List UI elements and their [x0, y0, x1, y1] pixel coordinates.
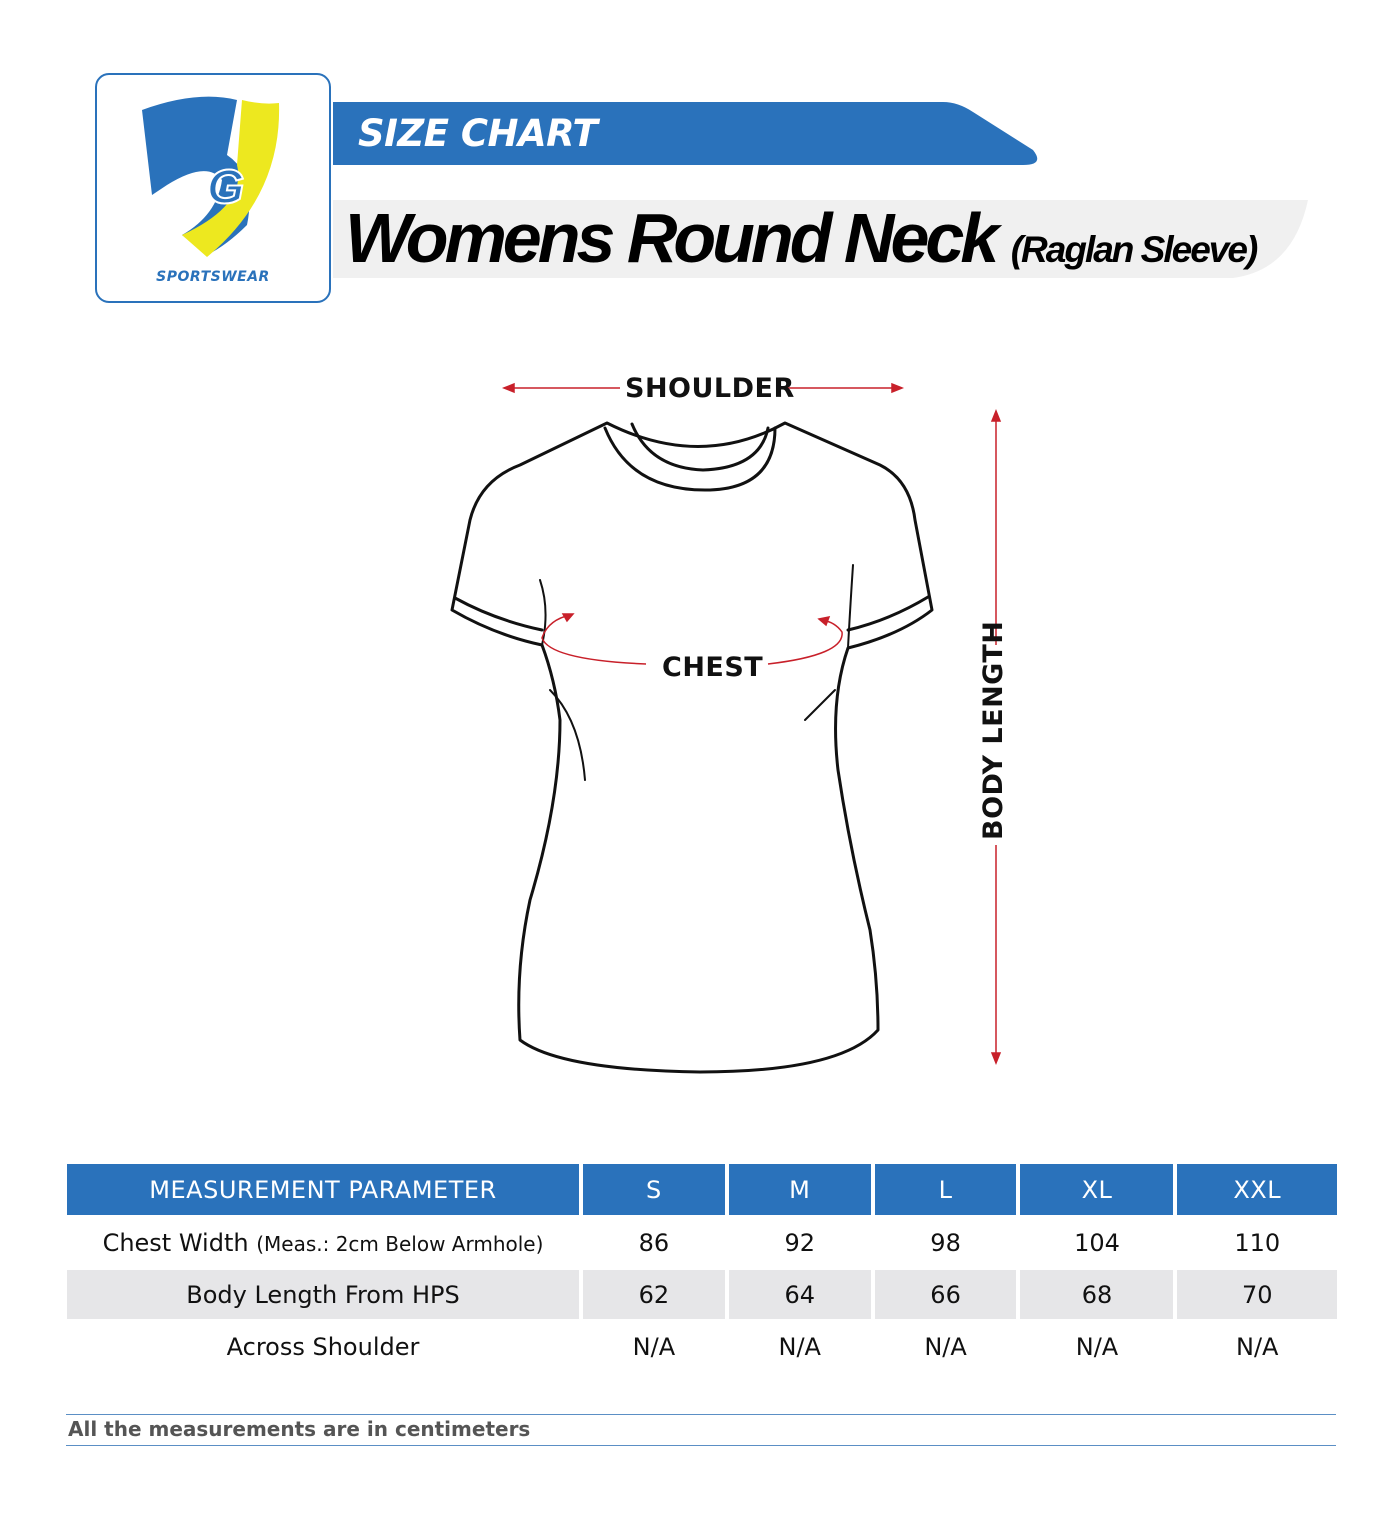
header-size-xxl: XXL	[1177, 1164, 1337, 1215]
chest-arrow-right	[767, 619, 843, 665]
cell: 92	[784, 1228, 816, 1257]
cell: 110	[1234, 1228, 1281, 1257]
header-size-m: M	[728, 1164, 871, 1215]
cell: N/A	[1075, 1332, 1119, 1361]
cell: N/A	[632, 1332, 676, 1361]
cell: N/A	[1236, 1332, 1279, 1361]
arrowhead-icon	[990, 408, 1002, 422]
divider	[66, 1414, 1336, 1415]
arrowhead-icon	[561, 613, 575, 623]
title-background	[333, 200, 1308, 278]
divider	[66, 1445, 1336, 1446]
cell: 68	[1020, 1270, 1174, 1319]
cell: 98	[930, 1228, 961, 1257]
cell: 64	[728, 1270, 871, 1319]
cell: 62	[583, 1270, 725, 1319]
header-size-xl: XL	[1020, 1164, 1174, 1215]
measurement-arrows	[501, 382, 1002, 1066]
body-length-label: BODY LENGTH	[978, 620, 1009, 840]
cell: 86	[638, 1228, 670, 1257]
cell: 70	[1177, 1270, 1337, 1319]
brand-logo: G SPORTSWEAR	[95, 73, 331, 303]
cell: 104	[1074, 1228, 1120, 1257]
header-size-l: L	[874, 1164, 1017, 1215]
cell: N/A	[924, 1332, 967, 1361]
product-title: Womens Round Neck (Raglan Sleeve)	[345, 198, 1259, 278]
row-label-note: (Meas.: 2cm Below Armhole)	[256, 1231, 544, 1256]
arrowhead-icon	[501, 382, 515, 394]
header-parameter: MEASUREMENT PARAMETER	[67, 1164, 579, 1215]
row-label-text: Chest Width	[102, 1228, 249, 1257]
svg-text:G: G	[207, 161, 244, 214]
row-label: Body Length From HPS	[67, 1270, 579, 1319]
logo-text: SPORTSWEAR	[156, 269, 270, 285]
cell: 66	[874, 1270, 1017, 1319]
tshirt-outline-icon	[450, 421, 934, 1074]
product-subtitle: (Raglan Sleeve)	[1010, 229, 1259, 270]
arrowhead-icon	[990, 1052, 1002, 1066]
banner-title: SIZE CHART	[358, 112, 598, 155]
row-label: Across Shoulder	[226, 1332, 420, 1361]
units-note: All the measurements are in centimeters	[68, 1417, 531, 1441]
chest-arrow-left	[541, 614, 647, 665]
size-table: MEASUREMENT PARAMETER S M L XL XXL Chest…	[63, 1161, 1341, 1374]
table-row: Body Length From HPS 62 64 66 68 70	[67, 1270, 1337, 1319]
arrowhead-icon	[817, 615, 831, 627]
table-row: Chest Width (Meas.: 2cm Below Armhole) 8…	[67, 1218, 1337, 1267]
sg-shield-icon: G	[142, 96, 280, 257]
tshirt-diagram	[450, 382, 1002, 1074]
table-row: Across Shoulder N/A N/A N/A N/A N/A	[67, 1322, 1337, 1371]
row-label: Chest Width (Meas.: 2cm Below Armhole)	[67, 1218, 579, 1267]
arrowhead-icon	[891, 382, 905, 394]
product-name: Womens Round Neck	[345, 199, 999, 277]
shoulder-label: SHOULDER	[625, 373, 795, 404]
chest-label: CHEST	[662, 652, 764, 683]
header-size-s: S	[583, 1164, 725, 1215]
table-header-row: MEASUREMENT PARAMETER S M L XL XXL	[67, 1164, 1337, 1215]
size-chart-banner	[333, 102, 1038, 165]
cell: N/A	[778, 1332, 821, 1361]
